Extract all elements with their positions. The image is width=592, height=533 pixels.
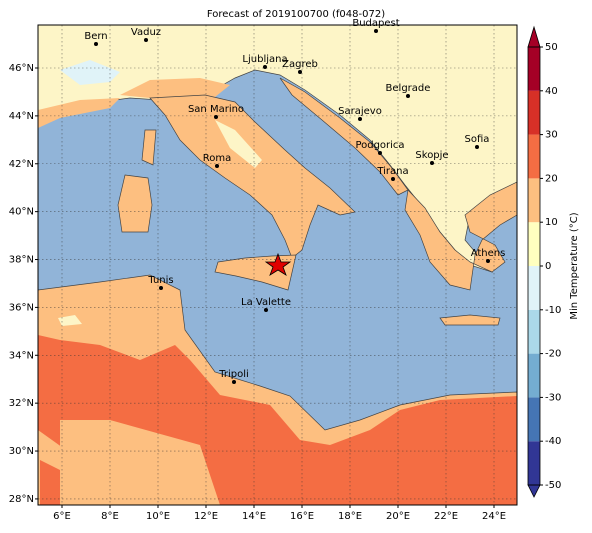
po-valley (120, 78, 230, 100)
city-dot (264, 308, 268, 312)
city-label: Podgorica (355, 140, 404, 151)
x-tick-label: 20°E (386, 511, 410, 522)
city-label: Roma (203, 153, 232, 164)
colorbar-tick-label: -40 (545, 436, 561, 447)
x-tick-label: 18°E (338, 511, 362, 522)
city-label: Vaduz (131, 27, 161, 38)
city-dot (94, 42, 98, 46)
city-dot (214, 115, 218, 119)
colorbar-tick-label: 20 (545, 173, 558, 184)
y-tick-label: 28°N (9, 494, 34, 505)
colorbar-segment (528, 266, 540, 310)
colorbar-extend-max (527, 25, 541, 48)
city-label: Skopje (415, 150, 448, 161)
city-label: Sofia (465, 134, 490, 145)
city-label: Bern (84, 31, 107, 42)
crete (439, 314, 501, 326)
alps-cold (60, 60, 120, 85)
colorbar-label: Min Temperature (°C) (569, 212, 580, 319)
africa-inner (60, 420, 220, 505)
atlas-cool (58, 315, 82, 326)
dalmatia (279, 77, 409, 196)
y-tick-label: 40°N (9, 207, 34, 218)
map-frame (37, 24, 518, 506)
city-dot (475, 145, 479, 149)
colorbar-segment (528, 134, 540, 179)
city-label: Belgrade (386, 83, 431, 94)
apennines (215, 120, 262, 168)
y-tick-label: 46°N (9, 63, 34, 74)
x-tick-label: 8°E (101, 511, 119, 522)
colorbar-segment (528, 309, 540, 354)
colorbar-tick-label: -50 (545, 480, 561, 491)
colorbar-segment (528, 222, 540, 266)
grid (38, 25, 517, 505)
city-label: La Valette (241, 297, 291, 308)
sardinia (117, 174, 153, 233)
colorbar-tick-label: -30 (545, 392, 561, 403)
x-tick-label: 16°E (290, 511, 314, 522)
colorbar-tick-label: 10 (545, 217, 558, 228)
y-tick-label: 42°N (9, 159, 34, 170)
city-label: Ljubljana (242, 54, 287, 65)
y-tick-label: 32°N (9, 398, 34, 409)
city-dot (159, 286, 163, 290)
city-dot (232, 380, 236, 384)
x-tick-label: 22°E (434, 511, 458, 522)
city-dot (358, 117, 362, 121)
italy (149, 94, 356, 259)
city-label: Sarajevo (338, 106, 382, 117)
x-tick-label: 6°E (53, 511, 71, 522)
colorbar-tick-label: 40 (545, 86, 558, 97)
france-coast (38, 98, 120, 128)
city-dot (263, 65, 267, 69)
colorbar-segment (528, 90, 540, 135)
city-dot (374, 29, 378, 33)
city-dot (144, 38, 148, 42)
y-tick-label: 36°N (9, 302, 34, 313)
city-dot (430, 161, 434, 165)
city-dot (215, 164, 219, 168)
star-marker (264, 252, 292, 276)
city-dot (378, 151, 382, 155)
city-dot (298, 70, 302, 74)
city-label: Tirana (376, 166, 408, 177)
title: Forecast of 2019100700 (f048-072) (207, 9, 385, 20)
colorbar-tick-label: -10 (545, 305, 561, 316)
city-dot (486, 259, 490, 263)
colorbar-segment (528, 397, 540, 442)
city-label: Athens (471, 248, 506, 259)
city-label: Zagreb (282, 59, 318, 70)
x-tick-label: 12°E (194, 511, 218, 522)
colorbar-segment (528, 47, 540, 91)
colorbar-extend-min (527, 484, 541, 498)
y-tick-label: 34°N (9, 350, 34, 361)
x-tick-label: 14°E (242, 511, 266, 522)
x-tick-label: 24°E (482, 511, 506, 522)
y-tick-label: 44°N (9, 111, 34, 122)
city-dot (391, 177, 395, 181)
y-tick-label: 38°N (9, 255, 34, 266)
x-tick-label: 10°E (146, 511, 170, 522)
corsica (141, 129, 157, 166)
colorbar-segment (528, 441, 540, 485)
colorbar-tick-label: 30 (545, 130, 558, 141)
city-label: Budapest (352, 18, 399, 29)
colorbar-segment (528, 178, 540, 223)
city-dot (406, 94, 410, 98)
city-label: Tunis (147, 275, 173, 286)
colorbar-tick-label: -20 (545, 349, 561, 360)
colorbar-tick-label: 0 (545, 261, 551, 272)
greece (404, 181, 517, 291)
colorbar-tick-label: 50 (545, 42, 558, 53)
city-label: Tripoli (218, 369, 249, 380)
y-tick-label: 30°N (9, 446, 34, 457)
city-label: San Marino (188, 104, 244, 115)
colorbar-segment (528, 353, 540, 398)
